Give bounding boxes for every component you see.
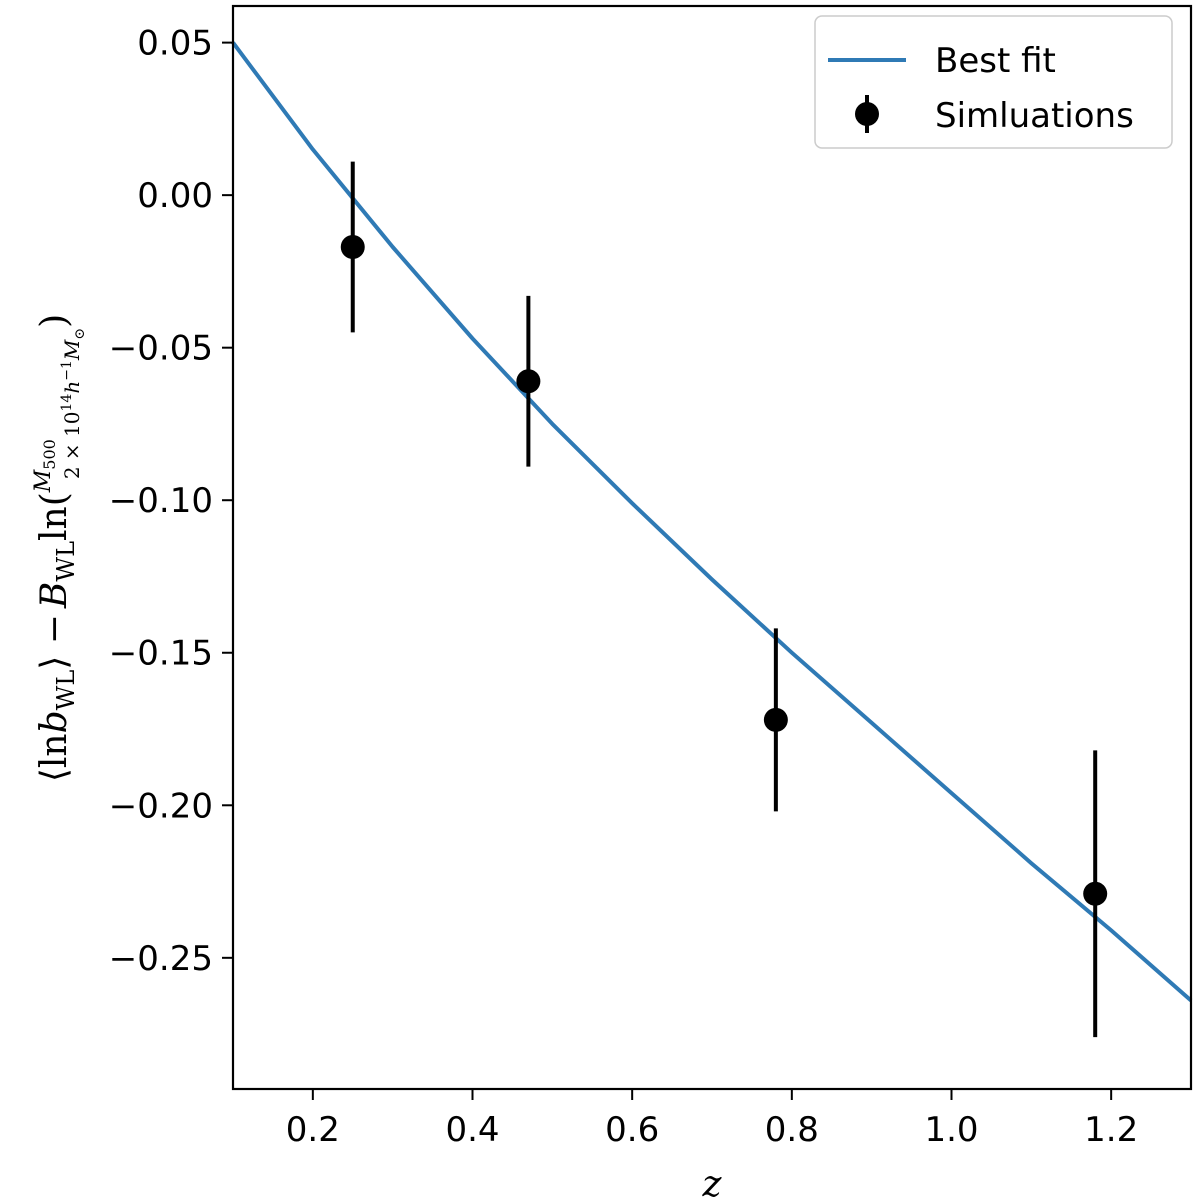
x-tick-label: 0.4 bbox=[445, 1110, 499, 1150]
x-tick-label: 1.2 bbox=[1084, 1110, 1138, 1150]
legend-simulations-marker bbox=[855, 102, 879, 126]
best-fit-line bbox=[231, 41, 1193, 1003]
y-tick-label: −0.25 bbox=[109, 939, 213, 979]
x-tick-label: 0.2 bbox=[286, 1110, 340, 1150]
legend: Best fit Simluations bbox=[814, 15, 1173, 149]
x-tick-label: 1.0 bbox=[924, 1110, 978, 1150]
y-tick-label: −0.20 bbox=[109, 786, 213, 826]
legend-box bbox=[814, 15, 1173, 149]
x-axis-label: z bbox=[702, 1164, 723, 1201]
legend-best-fit-label: Best fit bbox=[935, 41, 1056, 81]
x-tick-label: 0.8 bbox=[765, 1110, 819, 1150]
x-tick-label: 0.6 bbox=[605, 1110, 659, 1150]
y-axis-label: ⟨lnbWL⟩ −BWLln(M5002 × 1014h−1M⊙) bbox=[31, 314, 88, 782]
y-tick-label: −0.15 bbox=[109, 634, 213, 674]
x-axis-ticks: 0.2 0.4 0.6 0.8 1.0 1.2 bbox=[286, 1089, 1138, 1150]
svg-text:⟨lnbWL⟩ −BWLln(M5002 × 1014h−1: ⟨lnbWL⟩ −BWLln(M5002 × 1014h−1M⊙) bbox=[31, 314, 88, 782]
simulation-point bbox=[763, 707, 788, 732]
y-axis-ticks: 0.05 0.00 −0.05 −0.10 −0.15 −0.20 −0.25 bbox=[109, 24, 233, 979]
plot-background bbox=[233, 6, 1191, 1089]
data-layer bbox=[231, 41, 1193, 1038]
simulation-point bbox=[340, 235, 365, 260]
axes-frame bbox=[231, 4, 1193, 1091]
y-tick-label: −0.05 bbox=[109, 329, 213, 369]
simulation-point bbox=[516, 369, 541, 394]
plot-area bbox=[233, 6, 1191, 1089]
simulation-point bbox=[1083, 881, 1108, 906]
y-tick-label: 0.00 bbox=[137, 176, 213, 216]
legend-simulations-label: Simluations bbox=[935, 96, 1134, 136]
y-tick-label: 0.05 bbox=[137, 24, 213, 64]
y-tick-label: −0.10 bbox=[109, 481, 213, 521]
